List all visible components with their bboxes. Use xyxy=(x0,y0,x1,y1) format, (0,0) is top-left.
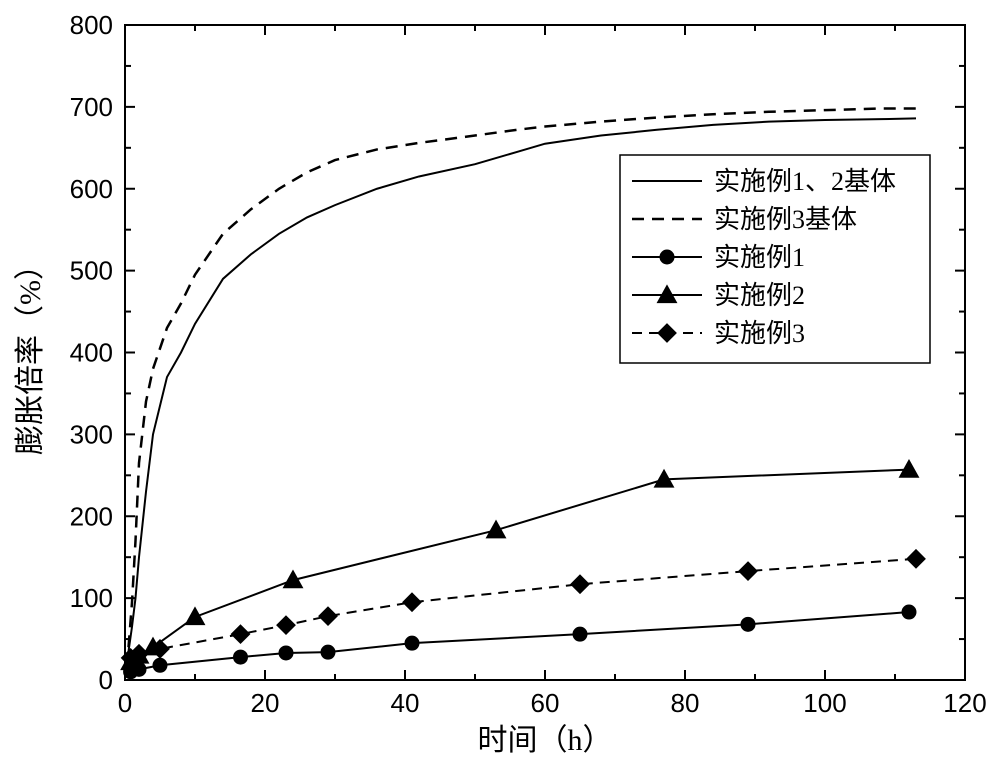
y-axis-label: 膨胀倍率（%） xyxy=(14,250,47,455)
x-tick-label: 0 xyxy=(118,688,132,718)
y-tick-label: 700 xyxy=(70,92,113,122)
legend: 实施例1、2基体实施例3基体实施例1 实施例2 实施例3 xyxy=(620,155,930,363)
legend-label-4: 实施例3 xyxy=(714,319,805,348)
y-tick-label: 600 xyxy=(70,174,113,204)
x-tick-label: 120 xyxy=(943,688,986,718)
x-tick-label: 80 xyxy=(671,688,700,718)
y-tick-label: 200 xyxy=(70,501,113,531)
x-tick-label: 100 xyxy=(803,688,846,718)
x-axis-label: 时间（h） xyxy=(478,724,613,757)
y-tick-label: 300 xyxy=(70,419,113,449)
y-tick-label: 0 xyxy=(99,665,113,695)
y-tick-label: 800 xyxy=(70,10,113,40)
chart-svg: 0 20 40 60 80 100 120 0 100 200 300 400 500 600 700 800… xyxy=(0,0,1000,771)
legend-label-0: 实施例1、2基体 xyxy=(714,167,896,196)
legend-label-3: 实施例2 xyxy=(714,281,805,310)
series-4 xyxy=(121,550,925,667)
y-tick-label: 100 xyxy=(70,583,113,613)
x-tick-label: 60 xyxy=(531,688,560,718)
chart-container: 0 20 40 60 80 100 120 0 100 200 300 400 500 600 700 800… xyxy=(0,0,1000,771)
legend-label-2: 实施例1 xyxy=(714,243,805,272)
y-tick-label: 400 xyxy=(70,338,113,368)
y-tick-label: 500 xyxy=(70,256,113,286)
legend-label-1: 实施例3基体 xyxy=(714,205,857,234)
x-tick-label: 20 xyxy=(251,688,280,718)
x-tick-label: 40 xyxy=(391,688,420,718)
